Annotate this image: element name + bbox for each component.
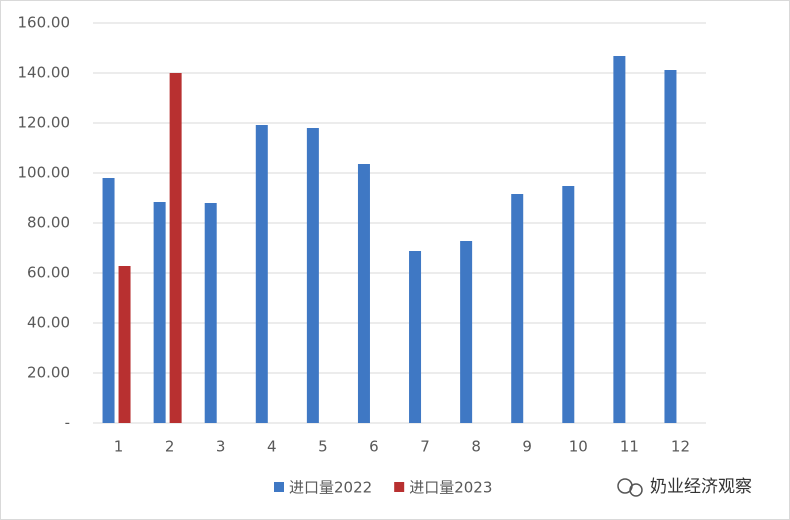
x-tick-label: 1 xyxy=(114,438,124,456)
x-tick-label: 11 xyxy=(620,438,639,456)
x-tick-label: 4 xyxy=(267,438,277,456)
x-tick-label: 3 xyxy=(216,438,226,456)
y-tick-label: 80.00 xyxy=(27,214,70,232)
bar xyxy=(204,203,217,423)
legend-swatch xyxy=(274,482,284,492)
bar xyxy=(306,128,319,423)
y-tick-label: 140.00 xyxy=(18,64,71,82)
y-tick-label: 20.00 xyxy=(27,364,70,382)
watermark-icon xyxy=(629,483,643,497)
bar xyxy=(169,73,182,423)
watermark: 奶业经济观察 xyxy=(617,477,752,497)
y-tick-label: 40.00 xyxy=(27,314,70,332)
x-tick-label: 10 xyxy=(569,438,588,456)
bar xyxy=(153,202,166,423)
y-tick-label: 120.00 xyxy=(18,114,71,132)
x-tick-label: 5 xyxy=(318,438,328,456)
legend-label: 进口量2023 xyxy=(409,479,492,497)
y-tick-label: - xyxy=(65,414,70,432)
y-tick-label: 60.00 xyxy=(27,264,70,282)
x-tick-label: 8 xyxy=(471,438,481,456)
x-tick-label: 9 xyxy=(522,438,532,456)
watermark-text: 奶业经济观察 xyxy=(650,477,752,497)
x-tick-label: 12 xyxy=(671,438,690,456)
x-tick-label: 2 xyxy=(165,438,175,456)
y-tick-label: 160.00 xyxy=(18,14,71,32)
bar xyxy=(562,186,575,423)
bar xyxy=(664,70,677,423)
x-tick-label: 7 xyxy=(420,438,430,456)
bar xyxy=(511,194,524,423)
y-tick-label: 100.00 xyxy=(18,164,71,182)
bar xyxy=(357,164,370,423)
bar xyxy=(102,178,115,423)
bar xyxy=(118,266,131,423)
bar xyxy=(255,125,268,423)
bar xyxy=(409,251,422,423)
legend-label: 进口量2022 xyxy=(289,479,372,497)
bar xyxy=(613,56,626,423)
x-tick-label: 6 xyxy=(369,438,379,456)
bar xyxy=(460,241,473,423)
legend-swatch xyxy=(394,482,405,492)
